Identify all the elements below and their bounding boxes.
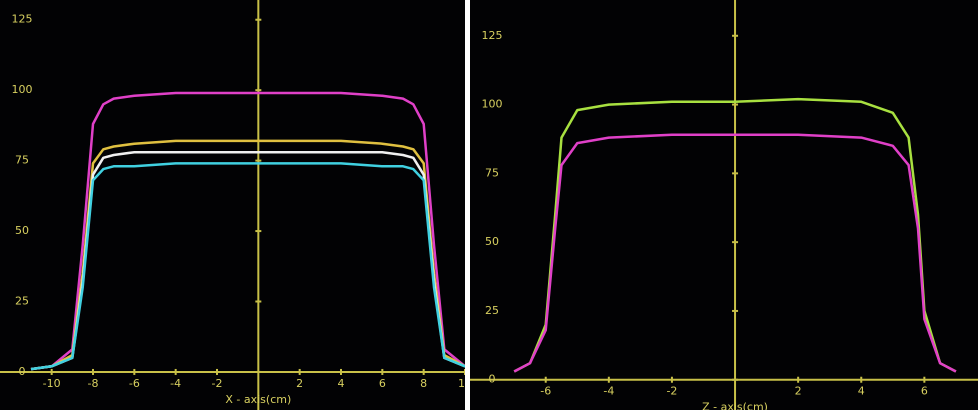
- y-tick-label: 100: [12, 83, 33, 96]
- x-tick-label: 6: [921, 385, 928, 398]
- y-tick-label: 50: [485, 235, 499, 248]
- y-tick-label: 0: [19, 365, 26, 378]
- y-tick-label: 100: [482, 98, 503, 111]
- x-tick-label: -2: [666, 385, 677, 398]
- y-tick-label: 25: [485, 304, 499, 317]
- x-tick-label: 2: [795, 385, 802, 398]
- x-tick-label: 2: [296, 377, 303, 390]
- x-tick-label: -2: [212, 377, 223, 390]
- x-tick-label: -4: [170, 377, 181, 390]
- x-axis-label: Z - axis(cm): [702, 401, 768, 410]
- x-tick-label: 4: [858, 385, 865, 398]
- y-tick-label: 125: [482, 29, 503, 42]
- x-axis-label: X - axis(cm): [225, 393, 291, 406]
- x-tick-label: -10: [43, 377, 61, 390]
- x-tick-label: 8: [420, 377, 427, 390]
- chart-panel: 0 25 50 75 100 125 -6 -4 -2 2 4 6 Z - axis(cm): [470, 0, 978, 410]
- y-tick-label: 125: [12, 13, 33, 26]
- y-tick-label: 75: [15, 154, 29, 167]
- plot-background: [470, 0, 978, 410]
- y-tick-label: 50: [15, 224, 29, 237]
- x-tick-label: 4: [338, 377, 345, 390]
- x-tick-label: 6: [379, 377, 386, 390]
- x-tick-label: -6: [129, 377, 140, 390]
- y-tick-label: 75: [485, 166, 499, 179]
- x-tick-label: -6: [540, 385, 551, 398]
- y-tick-label: 25: [15, 295, 29, 308]
- x-tick-label: 10: [458, 377, 465, 390]
- x-tick-label: -4: [603, 385, 614, 398]
- page: 0 25 50 75 100 125 -10 -8 -6 -4 -2 2 4 6 8 10 X - axis(c…: [0, 0, 978, 410]
- x-tick-label: -8: [88, 377, 99, 390]
- y-tick-label: 0: [489, 373, 496, 386]
- plot-background: [0, 0, 465, 410]
- chart-panel: 0 25 50 75 100 125 -10 -8 -6 -4 -2 2 4 6 8 10 X - axis(c…: [0, 0, 465, 410]
